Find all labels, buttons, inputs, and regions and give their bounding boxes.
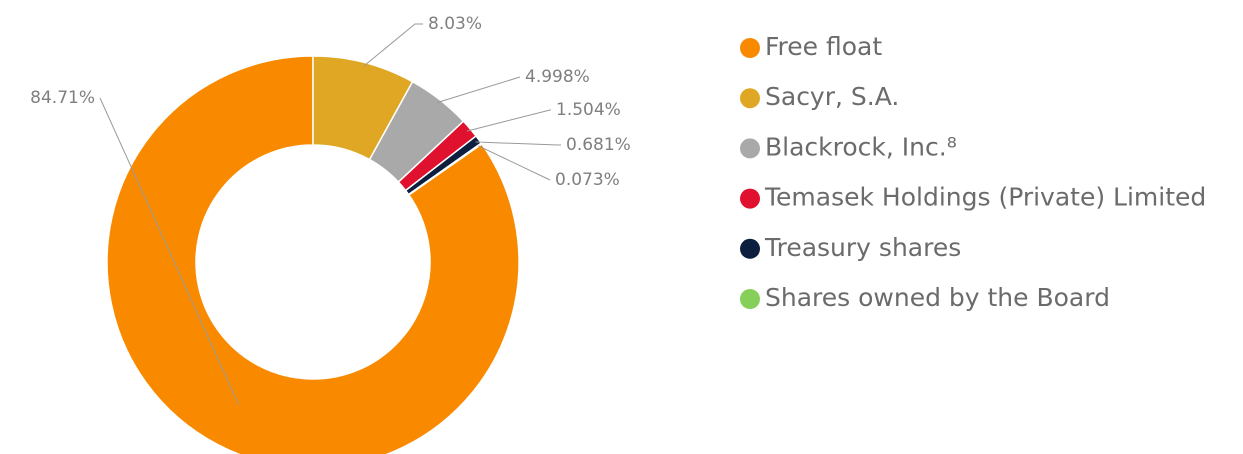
slice	[106, 55, 520, 454]
legend-swatch	[740, 38, 760, 58]
legend-label: Treasury shares	[764, 233, 961, 262]
leader-line	[363, 23, 423, 67]
leader-line	[466, 109, 551, 132]
leader-line	[475, 141, 561, 146]
data-label: 84.71%	[30, 88, 95, 108]
legend-label: Shares owned by the Board	[765, 283, 1110, 312]
legend-swatch	[740, 88, 760, 109]
leader-line	[478, 145, 551, 181]
legend-swatch	[740, 188, 760, 209]
data-label: 1.504%	[556, 100, 621, 120]
legend-label: Blackrock, Inc.⁸	[765, 132, 957, 161]
slice	[407, 142, 483, 196]
legend-label: Free float	[765, 32, 882, 61]
data-label: 0.681%	[566, 135, 631, 155]
legend-swatch	[740, 238, 760, 259]
legend-label: Sacyr, S.A.	[765, 82, 899, 111]
legend-swatch	[740, 138, 760, 159]
legend-swatch	[740, 289, 760, 309]
data-label: 8.03%	[428, 14, 482, 34]
leader-line	[436, 76, 521, 104]
legend-label: Temasek Holdings (Private) Limited	[764, 183, 1206, 212]
leader-line	[99, 97, 240, 405]
data-label: 4.998%	[525, 67, 590, 87]
data-label: 0.073%	[555, 170, 620, 190]
